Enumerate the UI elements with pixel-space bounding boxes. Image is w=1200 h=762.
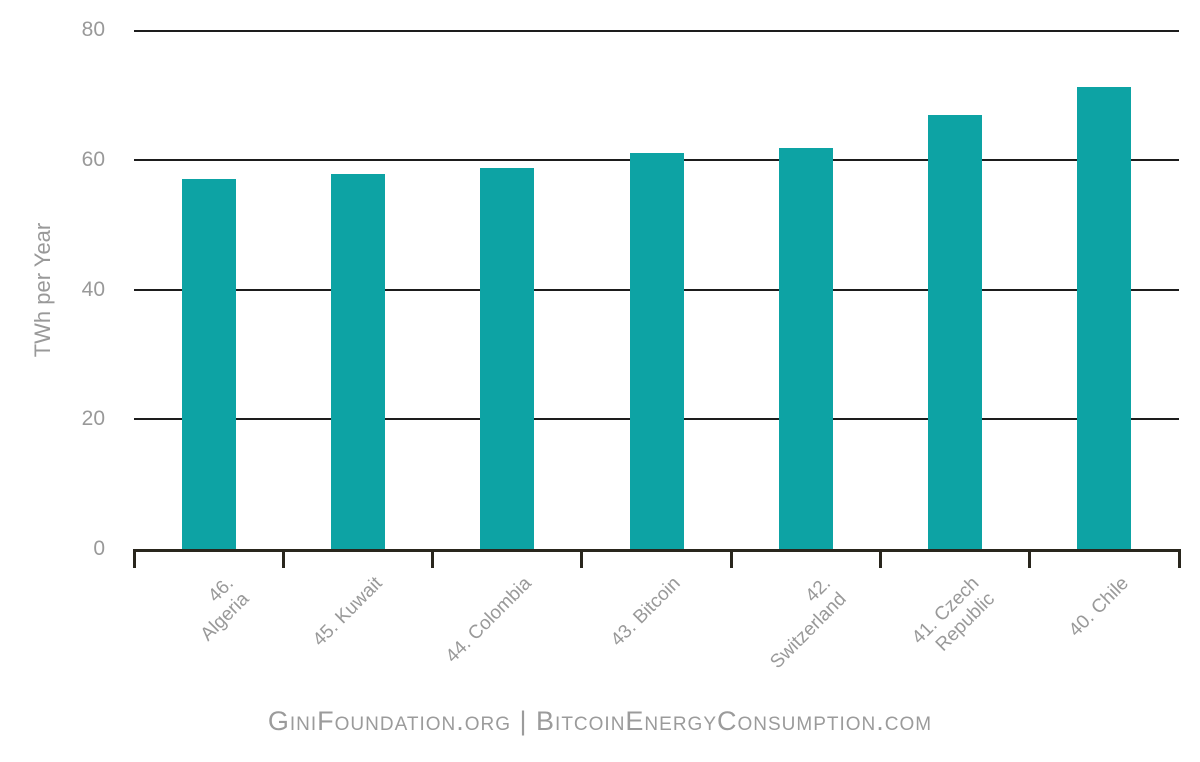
- y-tick-label: 80: [81, 18, 105, 41]
- x-tick-label: 46. Algeria: [196, 573, 254, 646]
- bar: [779, 148, 833, 549]
- x-tick-label: 45. Kuwait: [309, 573, 387, 651]
- bar: [1077, 87, 1131, 549]
- x-axis-line: [134, 549, 1181, 552]
- x-tick-label: 41. Czech Republic: [908, 573, 1000, 656]
- y-tick-label: 40: [81, 278, 105, 301]
- bar: [331, 174, 385, 549]
- x-axis-tick: [133, 549, 136, 568]
- y-tick-label: 60: [81, 148, 105, 171]
- bar: [480, 168, 534, 549]
- x-tick-label: 40. Chile: [1064, 573, 1133, 641]
- x-tick-label: 42. Switzerland: [766, 573, 851, 673]
- x-tick-label: 44. Colombia: [441, 573, 536, 668]
- x-axis-tick: [879, 549, 882, 568]
- y-tick-label: 20: [81, 407, 105, 430]
- y-tick-label: 0: [93, 537, 105, 560]
- bar: [928, 115, 982, 549]
- x-axis-tick: [580, 549, 583, 568]
- x-axis-labels: 46. Algeria 45. Kuwait 44. Colombia 43. Bit…: [134, 573, 1179, 693]
- footer-credit: GiniFoundation.org | BitcoinEnergyConsum…: [267, 706, 933, 736]
- bar: [630, 153, 684, 549]
- gridline: [134, 30, 1179, 32]
- x-axis-tick: [1028, 549, 1031, 568]
- bar: [182, 179, 236, 549]
- x-axis-tick: [282, 549, 285, 568]
- x-axis-tick: [431, 549, 434, 568]
- plot-area: [134, 30, 1179, 549]
- x-axis-tick: [1178, 549, 1181, 568]
- x-tick-label: 43. Bitcoin: [607, 573, 685, 651]
- x-axis-tick: [730, 549, 733, 568]
